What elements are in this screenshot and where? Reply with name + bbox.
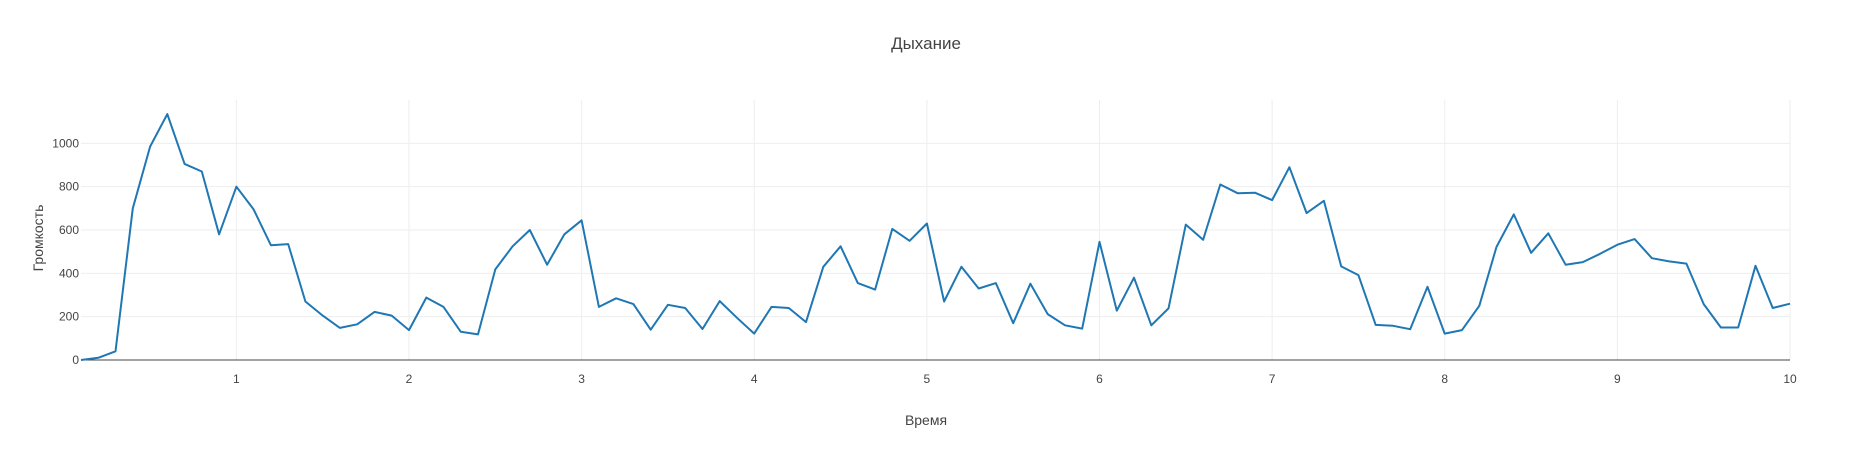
y-tick-label: 400: [59, 266, 79, 280]
series-line: [80, 113, 1791, 361]
x-tick-label: 1: [233, 372, 240, 386]
y-tick-label: 1000: [52, 136, 79, 150]
x-tick-label: 2: [406, 372, 413, 386]
y-tick-label: 600: [59, 223, 79, 237]
y-tick-label: 200: [59, 310, 79, 324]
x-tick-label: 3: [578, 372, 585, 386]
y-tick-label: 800: [59, 180, 79, 194]
x-tick-label: 6: [1096, 372, 1103, 386]
x-tick-label: 10: [1783, 372, 1797, 386]
x-tick-label: 9: [1614, 372, 1621, 386]
x-tick-label: 8: [1441, 372, 1448, 386]
x-tick-label: 5: [924, 372, 931, 386]
x-axis-title: Время: [904, 412, 948, 428]
x-tick-label: 7: [1269, 372, 1276, 386]
y-tick-label: 0: [72, 353, 79, 367]
x-tick-label: 4: [751, 372, 758, 386]
chart-title: Дыхание: [891, 34, 961, 53]
